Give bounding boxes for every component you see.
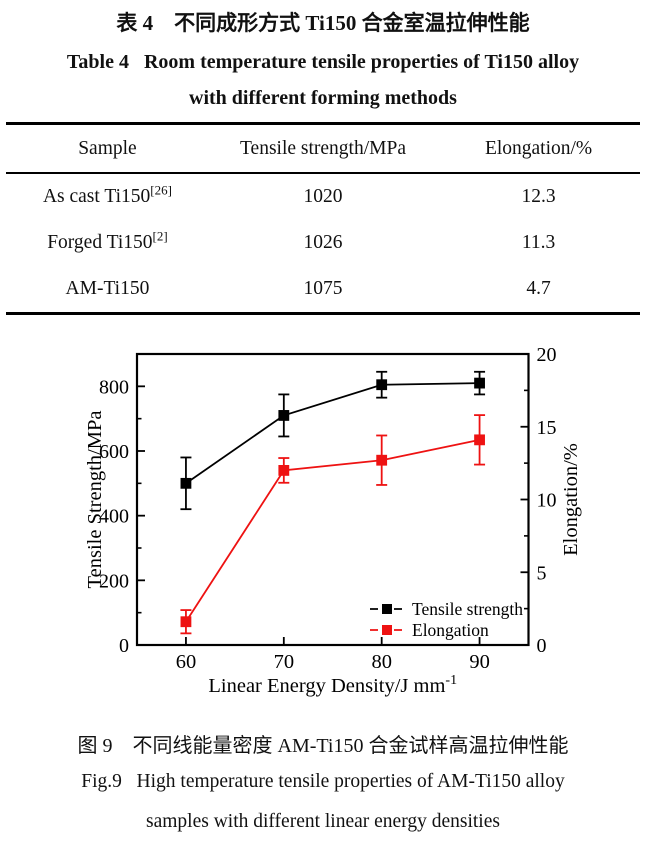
elongation-cell: 12.3 [521, 186, 556, 207]
data-point-elongation [278, 465, 290, 476]
table-title-en-line1: Table 4 Room temperature tensile propert… [66, 51, 580, 73]
data-point-elongation [474, 434, 485, 446]
figure-caption-en-line1: Fig.9 High temperature tensile propertie… [81, 771, 565, 792]
tensile-strength-cell: 1075 [303, 278, 343, 299]
legend-marker-elongation [382, 625, 392, 635]
tensile-strength-cell: 1026 [303, 232, 343, 253]
left-axis-tick-label: 0 [119, 635, 129, 657]
data-point-tensile-strength [474, 377, 485, 389]
tensile-properties-table: Sample Tensile strength/MPa Elongation/%… [6, 122, 640, 315]
sample-name: AM-Ti150 [65, 278, 150, 299]
figure-caption-zh: 图 9 不同线能量密度 AM-Ti150 合金试样高温拉伸性能 [77, 735, 569, 757]
series-line-tensile-strength [185, 382, 480, 485]
sample-cell: Forged Ti150[2] [6, 220, 209, 266]
reference-superscript: [26] [150, 182, 172, 198]
legend-label-tensile-strength: Tensile strength [412, 599, 523, 619]
table-row: Forged Ti150[2] 1026 11.3 [6, 220, 640, 266]
elongation-cell: 4.7 [526, 278, 551, 299]
figure-caption-en-line2: samples with different linear energy den… [146, 811, 500, 832]
table-row: As cast Ti150[26] 1020 12.3 [6, 173, 640, 220]
left-axis-tick-label: 200 [99, 570, 129, 592]
right-axis-title: Elongation/% [560, 443, 582, 556]
legend-label-elongation: Elongation [412, 620, 489, 640]
x-axis-title: Linear Energy Density/J mm-1 [208, 673, 457, 697]
right-axis-tick-label: 15 [537, 417, 557, 439]
sample-cell: As cast Ti150[26] [6, 173, 209, 220]
x-axis-tick-label: 70 [274, 651, 295, 673]
left-axis-tick-label: 400 [99, 506, 129, 528]
right-axis-tick-label: 10 [537, 490, 557, 512]
right-axis-tick-label: 0 [537, 635, 547, 657]
left-axis-tick-label: 800 [99, 376, 129, 398]
figure-9-line-chart: 0 200 400 600 800 0 5 10 15 20 60 70 80 90 Tensile Str… [84, 344, 582, 697]
left-axis-title: Tensile Strength/MPa [84, 411, 106, 589]
right-axis-tick-label: 5 [537, 562, 547, 584]
right-axis-tick-label: 20 [537, 344, 557, 366]
col-header-tensile-strength: Tensile strength/MPa [208, 123, 438, 174]
table-title-en-line2: with different forming methods [189, 87, 457, 109]
table-title-zh: 表 4 不同成形方式 Ti150 合金室温拉伸性能 [116, 11, 530, 35]
tensile-strength-cell: 1020 [303, 186, 343, 207]
col-header-sample: Sample [6, 123, 209, 174]
col-header-elongation: Elongation/% [437, 123, 640, 174]
data-point-tensile-strength [376, 379, 388, 391]
elongation-cell: 11.3 [521, 232, 556, 253]
x-axis-tick-label: 60 [176, 651, 197, 673]
sample-name: As cast Ti150 [42, 186, 151, 207]
table-row: AM-Ti150 1075 4.7 [6, 266, 640, 314]
x-axis-title-superscript: -1 [445, 673, 457, 688]
x-axis-tick-label: 90 [469, 651, 490, 673]
x-axis-tick-label: 80 [371, 651, 392, 673]
data-point-elongation [180, 616, 192, 628]
left-axis-tick-label: 600 [99, 441, 129, 463]
series-line-elongation [185, 438, 480, 623]
table-header-row: Sample Tensile strength/MPa Elongation/% [6, 123, 640, 174]
data-point-tensile-strength [278, 410, 290, 421]
sample-name: Forged Ti150 [47, 232, 153, 253]
legend-marker-tensile-strength [382, 604, 392, 614]
reference-superscript: [2] [152, 228, 168, 244]
plot-frame [135, 352, 530, 647]
data-point-elongation [376, 454, 388, 466]
data-point-tensile-strength [180, 477, 192, 489]
sample-cell: AM-Ti150 [6, 266, 209, 314]
